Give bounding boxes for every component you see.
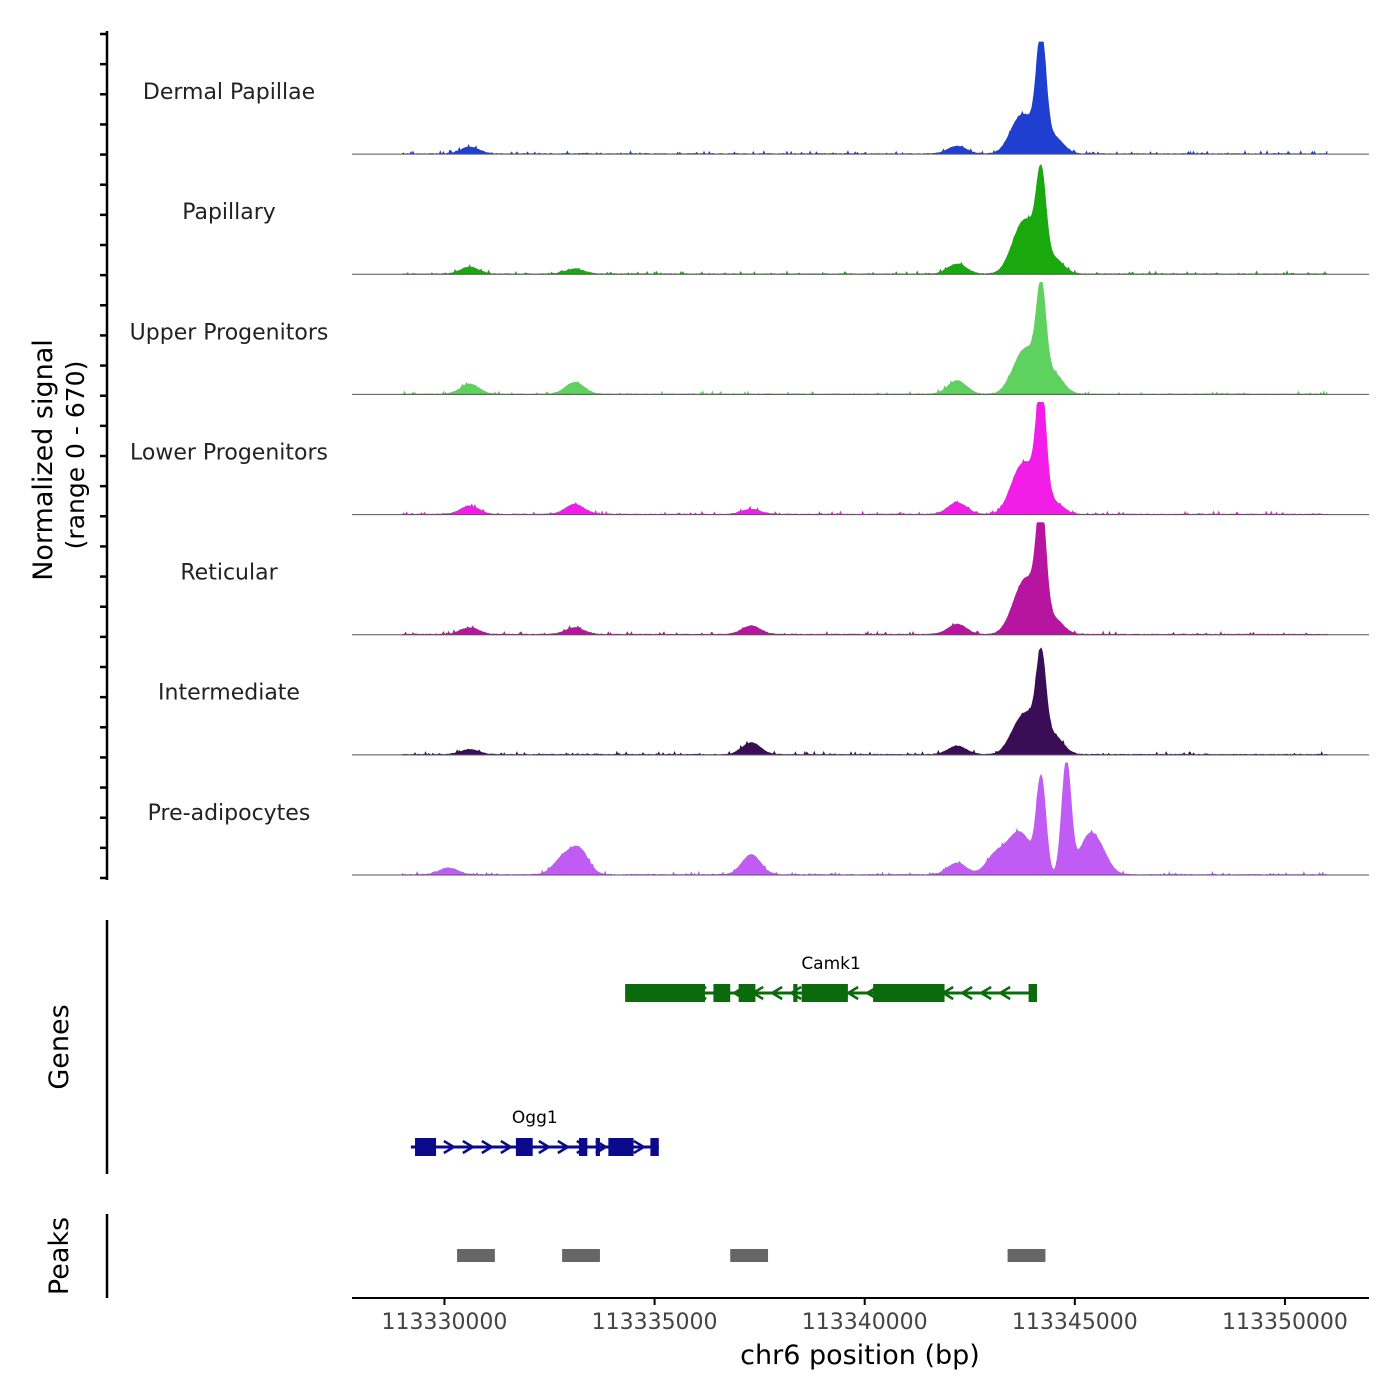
strand-arrow <box>481 1139 495 1155</box>
exon <box>650 1138 659 1156</box>
strand-arrow <box>500 1139 514 1155</box>
peak-region <box>457 1249 495 1262</box>
signal-area <box>402 402 1328 516</box>
strand-arrow <box>978 985 992 1001</box>
peak-region <box>562 1249 600 1262</box>
genes-layer: Ogg1 Camk1 <box>410 954 1038 1156</box>
peaks-label: Peaks <box>44 1217 75 1295</box>
signal-area <box>402 164 1328 275</box>
strand-arrow <box>997 985 1011 1001</box>
signal-ylabel-line2: (range 0 - 670) <box>61 361 90 550</box>
genes-label: Genes <box>44 1004 75 1089</box>
exon <box>738 984 756 1002</box>
track-label: Upper Progenitors <box>130 320 329 345</box>
signal-area <box>402 762 1328 876</box>
exon <box>793 984 798 1002</box>
strand-arrow <box>538 1139 552 1155</box>
track-label: Reticular <box>180 561 278 586</box>
track-label: Papillary <box>182 200 276 225</box>
exon <box>801 984 848 1002</box>
peaks-layer <box>457 1249 1046 1262</box>
strand-arrow <box>633 1139 647 1155</box>
track-signals <box>352 41 1369 876</box>
strand-arrow <box>845 985 859 1001</box>
exon <box>625 984 706 1002</box>
signal-area <box>402 522 1328 636</box>
exon <box>1028 984 1038 1002</box>
strand-arrow <box>959 985 973 1001</box>
x-tick-label: 113345000 <box>1012 1310 1138 1335</box>
exon <box>873 984 945 1002</box>
exon <box>578 1138 588 1156</box>
x-tick-label: 113340000 <box>802 1310 928 1335</box>
track-label: Intermediate <box>158 681 300 706</box>
track-label: Lower Progenitors <box>130 440 328 465</box>
signal-area <box>402 647 1328 756</box>
track-label: Dermal Papillae <box>143 80 315 105</box>
exon <box>608 1138 634 1156</box>
gene-name: Camk1 <box>801 954 861 974</box>
signal-area <box>402 41 1328 155</box>
strand-arrow <box>788 985 802 1001</box>
x-axis-label: chr6 position (bp) <box>740 1340 980 1371</box>
track-label: Pre-adipocytes <box>148 801 311 826</box>
exon <box>415 1138 437 1156</box>
peak-region <box>1007 1249 1046 1262</box>
peak-region <box>730 1249 769 1262</box>
exon <box>515 1138 533 1156</box>
x-tick-label: 113335000 <box>592 1310 718 1335</box>
exon <box>595 1138 600 1156</box>
exon <box>713 984 731 1002</box>
strand-arrow <box>769 985 783 1001</box>
track-labels: Dermal Papillae Papillary Upper Progenitor… <box>130 80 329 826</box>
signal-area <box>402 281 1328 395</box>
signal-y-ticks <box>100 32 107 880</box>
strand-arrow <box>557 1139 571 1155</box>
strand-arrow <box>443 1139 457 1155</box>
x-ticks: 113330000 113335000 113340000 113345000 1133… <box>381 1298 1348 1335</box>
strand-arrow <box>462 1139 476 1155</box>
x-tick-label: 113350000 <box>1222 1310 1348 1335</box>
gene-name: Ogg1 <box>512 1108 558 1128</box>
x-tick-label: 113330000 <box>381 1310 507 1335</box>
signal-ylabel-line1: Normalized signal <box>28 339 59 581</box>
